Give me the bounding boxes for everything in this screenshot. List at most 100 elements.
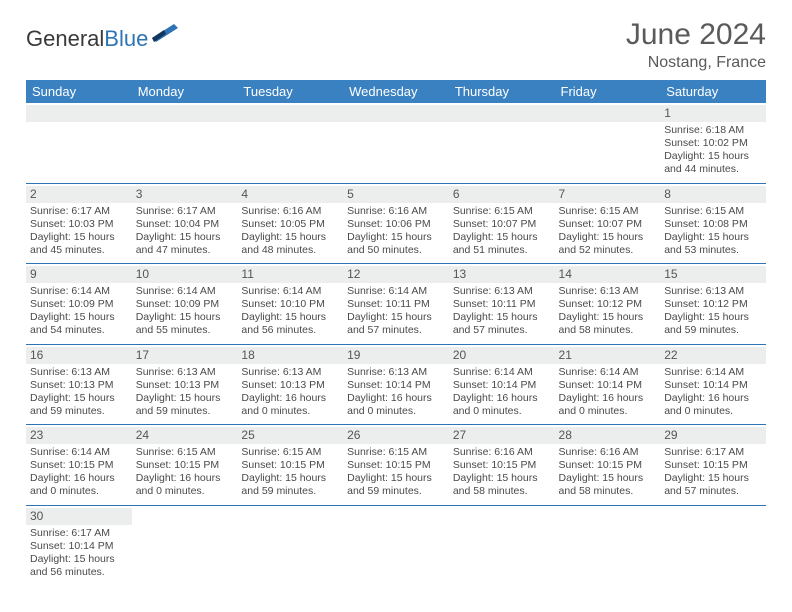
daylight: Daylight: 15 hours and 44 minutes. xyxy=(664,150,762,176)
daylight: Daylight: 15 hours and 52 minutes. xyxy=(559,231,657,257)
sunset: Sunset: 10:15 PM xyxy=(347,459,445,472)
day-number: 13 xyxy=(449,266,555,283)
title-block: June 2024 Nostang, France xyxy=(626,18,766,72)
sunset: Sunset: 10:10 PM xyxy=(241,298,339,311)
calendar-cell: 24Sunrise: 6:15 AMSunset: 10:15 PMDaylig… xyxy=(132,425,238,506)
sunrise: Sunrise: 6:14 AM xyxy=(664,366,762,379)
daylight: Daylight: 15 hours and 59 minutes. xyxy=(136,392,234,418)
daylight: Daylight: 15 hours and 56 minutes. xyxy=(241,311,339,337)
calendar-cell: 17Sunrise: 6:13 AMSunset: 10:13 PMDaylig… xyxy=(132,344,238,425)
sunrise: Sunrise: 6:13 AM xyxy=(241,366,339,379)
sunrise: Sunrise: 6:13 AM xyxy=(30,366,128,379)
sunrise: Sunrise: 6:17 AM xyxy=(136,205,234,218)
day-number: 7 xyxy=(555,186,661,203)
location: Nostang, France xyxy=(626,54,766,72)
daylight: Daylight: 15 hours and 57 minutes. xyxy=(664,472,762,498)
day-number: 25 xyxy=(237,427,343,444)
daylight: Daylight: 15 hours and 45 minutes. xyxy=(30,231,128,257)
day-header: Sunday xyxy=(26,80,132,103)
sunset: Sunset: 10:07 PM xyxy=(559,218,657,231)
calendar-week: 23Sunrise: 6:14 AMSunset: 10:15 PMDaylig… xyxy=(26,425,766,506)
sunrise: Sunrise: 6:14 AM xyxy=(347,285,445,298)
sunrise: Sunrise: 6:13 AM xyxy=(664,285,762,298)
sunset: Sunset: 10:03 PM xyxy=(30,218,128,231)
sunset: Sunset: 10:12 PM xyxy=(559,298,657,311)
day-header: Wednesday xyxy=(343,80,449,103)
day-number: 26 xyxy=(343,427,449,444)
sunset: Sunset: 10:13 PM xyxy=(136,379,234,392)
daylight: Daylight: 15 hours and 51 minutes. xyxy=(453,231,551,257)
daylight: Daylight: 15 hours and 58 minutes. xyxy=(559,311,657,337)
sunrise: Sunrise: 6:17 AM xyxy=(30,205,128,218)
calendar-cell: 23Sunrise: 6:14 AMSunset: 10:15 PMDaylig… xyxy=(26,425,132,506)
sunrise: Sunrise: 6:15 AM xyxy=(136,446,234,459)
day-number: 10 xyxy=(132,266,238,283)
sunrise: Sunrise: 6:13 AM xyxy=(347,366,445,379)
daylight: Daylight: 16 hours and 0 minutes. xyxy=(136,472,234,498)
daylight: Daylight: 15 hours and 59 minutes. xyxy=(664,311,762,337)
sunset: Sunset: 10:13 PM xyxy=(241,379,339,392)
day-number: 1 xyxy=(660,105,766,122)
day-number: 2 xyxy=(26,186,132,203)
sunrise: Sunrise: 6:16 AM xyxy=(453,446,551,459)
sunrise: Sunrise: 6:15 AM xyxy=(453,205,551,218)
daylight: Daylight: 16 hours and 0 minutes. xyxy=(347,392,445,418)
sunrise: Sunrise: 6:15 AM xyxy=(664,205,762,218)
daylight: Daylight: 15 hours and 54 minutes. xyxy=(30,311,128,337)
sunrise: Sunrise: 6:13 AM xyxy=(559,285,657,298)
sunset: Sunset: 10:09 PM xyxy=(136,298,234,311)
daylight: Daylight: 15 hours and 50 minutes. xyxy=(347,231,445,257)
sunrise: Sunrise: 6:14 AM xyxy=(30,446,128,459)
sunset: Sunset: 10:13 PM xyxy=(30,379,128,392)
sunrise: Sunrise: 6:16 AM xyxy=(347,205,445,218)
calendar-week: 2Sunrise: 6:17 AMSunset: 10:03 PMDayligh… xyxy=(26,183,766,264)
day-number: 21 xyxy=(555,347,661,364)
calendar-cell: 10Sunrise: 6:14 AMSunset: 10:09 PMDaylig… xyxy=(132,264,238,345)
day-number: 22 xyxy=(660,347,766,364)
calendar-cell: 14Sunrise: 6:13 AMSunset: 10:12 PMDaylig… xyxy=(555,264,661,345)
calendar-cell: 13Sunrise: 6:13 AMSunset: 10:11 PMDaylig… xyxy=(449,264,555,345)
brand-part2: Blue xyxy=(104,26,148,52)
day-number: 16 xyxy=(26,347,132,364)
sunset: Sunset: 10:15 PM xyxy=(241,459,339,472)
day-header-row: Sunday Monday Tuesday Wednesday Thursday… xyxy=(26,80,766,103)
flag-icon xyxy=(152,24,178,42)
calendar-table: Sunday Monday Tuesday Wednesday Thursday… xyxy=(26,80,766,585)
sunset: Sunset: 10:09 PM xyxy=(30,298,128,311)
calendar-cell xyxy=(132,505,238,585)
sunrise: Sunrise: 6:15 AM xyxy=(347,446,445,459)
day-number: 29 xyxy=(660,427,766,444)
calendar-cell: 11Sunrise: 6:14 AMSunset: 10:10 PMDaylig… xyxy=(237,264,343,345)
sunrise: Sunrise: 6:16 AM xyxy=(559,446,657,459)
calendar-cell: 26Sunrise: 6:15 AMSunset: 10:15 PMDaylig… xyxy=(343,425,449,506)
calendar-cell xyxy=(343,505,449,585)
sunset: Sunset: 10:11 PM xyxy=(453,298,551,311)
calendar-cell xyxy=(555,103,661,183)
brand-logo: GeneralBlue xyxy=(26,18,178,54)
day-header: Monday xyxy=(132,80,238,103)
calendar-cell xyxy=(343,103,449,183)
sunset: Sunset: 10:05 PM xyxy=(241,218,339,231)
calendar-cell: 2 Sunrise: 6:17 AMSunset: 10:03 PMDayligh… xyxy=(26,183,132,264)
calendar-cell: 5Sunrise: 6:16 AMSunset: 10:06 PMDayligh… xyxy=(343,183,449,264)
sunset: Sunset: 10:08 PM xyxy=(664,218,762,231)
calendar-cell xyxy=(26,103,132,183)
day-number: 27 xyxy=(449,427,555,444)
calendar-cell xyxy=(449,505,555,585)
daylight: Daylight: 16 hours and 0 minutes. xyxy=(453,392,551,418)
calendar-cell: 28Sunrise: 6:16 AMSunset: 10:15 PMDaylig… xyxy=(555,425,661,506)
header: GeneralBlue June 2024 Nostang, France xyxy=(26,18,766,72)
day-number: 12 xyxy=(343,266,449,283)
day-number: 9 xyxy=(26,266,132,283)
calendar-cell: 22Sunrise: 6:14 AMSunset: 10:14 PMDaylig… xyxy=(660,344,766,425)
calendar-week: 1Sunrise: 6:18 AMSunset: 10:02 PMDayligh… xyxy=(26,103,766,183)
month-title: June 2024 xyxy=(626,18,766,52)
calendar-cell: 21Sunrise: 6:14 AMSunset: 10:14 PMDaylig… xyxy=(555,344,661,425)
day-number: 28 xyxy=(555,427,661,444)
day-number: 5 xyxy=(343,186,449,203)
daylight: Daylight: 16 hours and 0 minutes. xyxy=(664,392,762,418)
sunrise: Sunrise: 6:15 AM xyxy=(559,205,657,218)
daylight: Daylight: 16 hours and 0 minutes. xyxy=(30,472,128,498)
sunset: Sunset: 10:07 PM xyxy=(453,218,551,231)
day-number: 11 xyxy=(237,266,343,283)
